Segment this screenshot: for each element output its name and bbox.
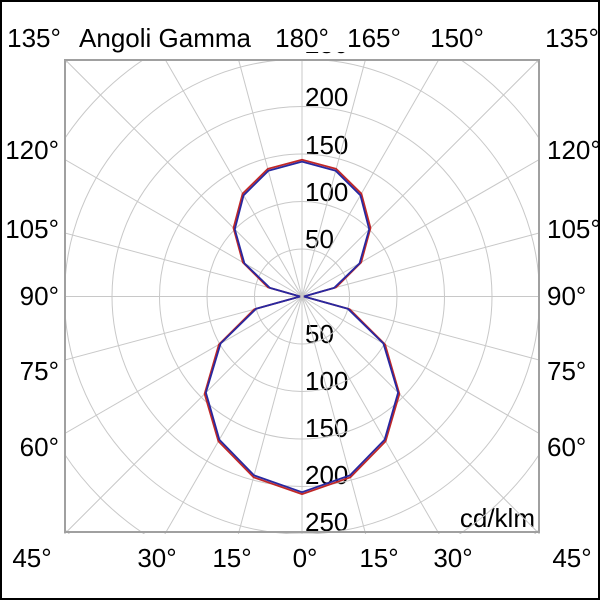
radial-tick-upper-200: 200	[305, 82, 349, 112]
grid-radial-line	[237, 296, 303, 534]
grid-radial-line	[164, 59, 303, 297]
radial-tick-upper-100: 100	[305, 177, 349, 207]
grid-radial-line	[164, 296, 303, 534]
grid-radial-line	[301, 296, 540, 435]
radial-tick-upper-150: 150	[305, 130, 349, 160]
grid-radial-line	[301, 296, 540, 534]
unit-label: cd/klm	[459, 503, 535, 533]
grid-radial-line	[301, 59, 367, 297]
angle-label-bottom-45-right: 45°	[552, 543, 592, 573]
grid-radial-line	[301, 232, 540, 297]
curve-lower-lobe-C0-C180	[203, 295, 401, 495]
angle-label-bottom-15-left: 15°	[212, 543, 252, 573]
grid-radial-line	[237, 59, 303, 297]
grid-radial-line	[64, 296, 303, 534]
grid-radial-line	[64, 296, 303, 361]
grid-radial-line	[301, 59, 540, 297]
angle-label-top-135-right: 135°	[545, 23, 599, 53]
angle-label-right-75: 75°	[547, 356, 587, 386]
angle-label-top-165: 165°	[347, 23, 401, 53]
curve-upper-lobe-C90-C270	[233, 160, 371, 298]
grid-radial-line	[64, 232, 303, 297]
angle-label-left-90: 90°	[19, 281, 59, 311]
angle-label-bottom-30-left: 30°	[137, 543, 177, 573]
angle-label-right-90: 90°	[547, 281, 587, 311]
angle-label-left-105: 105°	[5, 214, 59, 244]
grid-radial-line	[301, 59, 440, 297]
angle-label-bottom-30-right: 30°	[433, 543, 473, 573]
grid-radial-line	[301, 296, 540, 361]
angle-label-left-120: 120°	[5, 135, 59, 165]
angle-label-bottom-45-left: 45°	[12, 543, 52, 573]
curve-lower-lobe-C90-C270	[205, 295, 399, 494]
angle-label-bottom-0: 0°	[292, 543, 318, 573]
grid-radial-line	[301, 296, 440, 534]
grid-radial-line	[301, 158, 540, 297]
grid-radial-line	[64, 158, 303, 297]
angle-label-bottom-15-right: 15°	[359, 543, 399, 573]
angle-label-right-60: 60°	[547, 432, 587, 462]
angle-label-top-180: 180°	[275, 23, 329, 53]
angle-label-top-135-left: 135°	[7, 23, 61, 53]
grid-radial-line	[64, 296, 303, 435]
polar-plot-area	[64, 59, 540, 534]
angle-label-right-120: 120°	[547, 135, 600, 165]
angle-label-right-105: 105°	[547, 214, 600, 244]
radial-tick-top-250-clipped: 250	[305, 52, 357, 59]
angle-label-left-60: 60°	[19, 432, 59, 462]
angle-label-left-75: 75°	[19, 356, 59, 386]
grid-radial-line	[301, 296, 367, 534]
angle-label-top-150: 150°	[430, 23, 484, 53]
chart-title: Angoli Gamma	[79, 23, 251, 53]
curve-upper-lobe-C0-C180	[232, 158, 372, 298]
plot-border	[64, 59, 540, 533]
grid-radial-line	[64, 59, 303, 297]
